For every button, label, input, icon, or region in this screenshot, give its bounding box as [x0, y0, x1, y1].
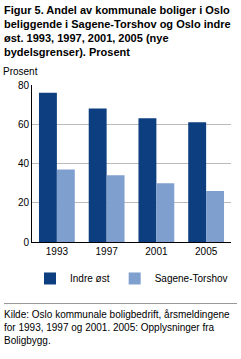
svg-text:20: 20	[18, 197, 30, 208]
svg-text:2005: 2005	[195, 246, 218, 257]
html-text:Kilde: Oslo kommunale boligbed: Kilde: Oslo kommunale boligbedrift, årsm…	[4, 309, 230, 346]
html-text:Figur 5. Andel av kommunale bo: Figur 5. Andel av kommunale boliger i Os…	[4, 4, 231, 58]
svg-text:0: 0	[23, 237, 29, 248]
svg-text:Sagene-Torshov: Sagene-Torshov	[155, 273, 228, 284]
svg-text:80: 80	[18, 80, 30, 91]
svg-text:40: 40	[18, 158, 30, 169]
svg-text:Indre øst: Indre øst	[70, 273, 110, 284]
svg-text:1997: 1997	[96, 246, 119, 257]
svg-text:1993: 1993	[46, 246, 69, 257]
svg-text:2001: 2001	[145, 246, 168, 257]
svg-text:Prosent: Prosent	[3, 66, 38, 77]
svg-text:60: 60	[18, 119, 30, 130]
